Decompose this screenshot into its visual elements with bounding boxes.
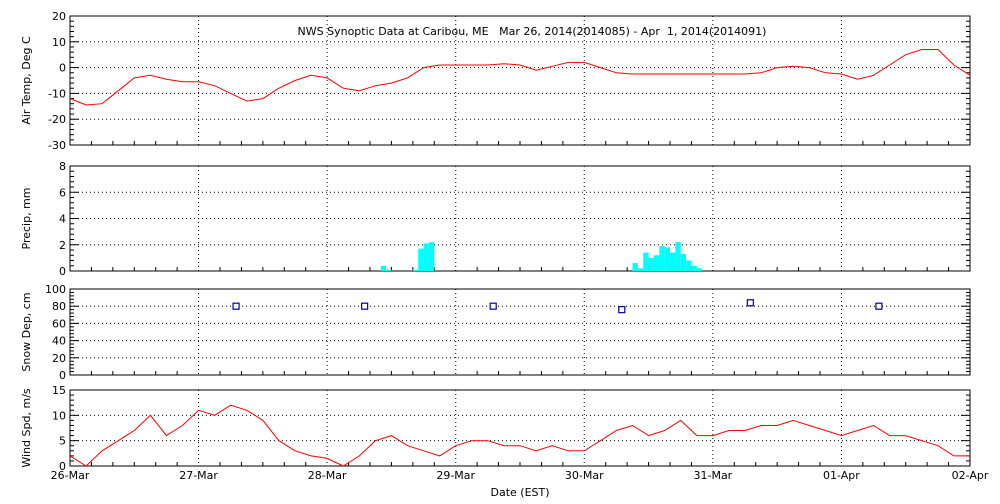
y-axis-label-wind-speed: Wind Spd, m/s — [20, 388, 33, 468]
y-tick-label-snow-depth-2: 40 — [52, 335, 66, 348]
precip-bar-16 — [686, 260, 692, 271]
x-tick-label-1: 27-Mar — [179, 469, 218, 482]
y-tick-label-precip-0: 0 — [59, 265, 66, 278]
precip-bar-10 — [653, 255, 660, 271]
y-tick-label-precip-1: 2 — [59, 239, 66, 252]
precip-bar-17 — [691, 265, 697, 271]
precip-bar-15 — [680, 253, 687, 271]
precip-bar-1 — [386, 269, 392, 271]
precip-bar-14 — [675, 242, 681, 271]
x-tick-label-0: 26-Mar — [51, 469, 90, 482]
precip-bar-3 — [418, 248, 424, 271]
y-tick-label-air-temp-0: -30 — [48, 139, 66, 152]
precip-bar-11 — [659, 246, 665, 271]
snow-depth-point-4 — [746, 299, 754, 307]
y-tick-label-wind-speed-3: 15 — [52, 384, 66, 397]
series-line-wind-speed — [69, 404, 970, 467]
panel-frame-wind-speed — [69, 389, 971, 467]
y-tick-label-snow-depth-1: 20 — [52, 352, 66, 365]
y-tick-label-wind-speed-2: 10 — [52, 409, 66, 422]
panel-frame-air-temp — [69, 15, 971, 146]
panel-frame-precip — [69, 165, 971, 272]
precip-bar-6 — [632, 263, 638, 271]
y-tick-label-air-temp-4: 10 — [52, 36, 66, 49]
snow-depth-point-1 — [361, 302, 369, 310]
x-tick-label-4: 30-Mar — [565, 469, 604, 482]
precip-bar-7 — [637, 268, 644, 271]
x-tick-label-5: 31-Mar — [693, 469, 732, 482]
snow-depth-point-2 — [489, 302, 497, 310]
x-tick-label-7: 02-Apr — [952, 469, 989, 482]
y-tick-label-snow-depth-5: 100 — [45, 283, 66, 296]
x-tick-label-6: 01-Apr — [823, 469, 860, 482]
x-tick-label-2: 28-Mar — [308, 469, 347, 482]
chart-title: NWS Synoptic Data at Caribou, ME Mar 26,… — [298, 25, 767, 38]
y-tick-label-precip-4: 8 — [59, 160, 66, 173]
series-line-air-temp — [69, 49, 971, 106]
precip-bar-8 — [643, 252, 649, 271]
snow-depth-point-3 — [618, 306, 626, 314]
y-tick-label-air-temp-1: -20 — [48, 113, 66, 126]
y-tick-label-air-temp-5: 20 — [52, 10, 66, 23]
y-tick-label-wind-speed-1: 5 — [59, 435, 66, 448]
y-tick-label-snow-depth-0: 0 — [59, 369, 66, 382]
y-tick-label-snow-depth-3: 60 — [52, 317, 66, 330]
snow-depth-point-5 — [875, 302, 883, 310]
precip-bar-2 — [412, 269, 419, 271]
y-axis-label-snow-depth: Snow Dep, cm — [20, 292, 33, 371]
y-tick-label-precip-2: 4 — [59, 213, 66, 226]
snow-depth-point-0 — [232, 302, 240, 310]
precip-bar-12 — [664, 247, 670, 271]
precip-bar-9 — [648, 257, 654, 271]
y-tick-label-air-temp-2: -10 — [48, 87, 66, 100]
precip-bar-0 — [380, 265, 387, 271]
x-tick-label-3: 29-Mar — [436, 469, 475, 482]
x-axis-label: Date (EST) — [490, 486, 549, 499]
precip-bar-18 — [696, 268, 703, 271]
y-tick-label-snow-depth-4: 80 — [52, 300, 66, 313]
y-tick-label-wind-speed-0: 0 — [59, 460, 66, 473]
precip-bar-4 — [423, 243, 429, 271]
precip-bar-5 — [428, 242, 435, 271]
y-tick-label-air-temp-3: 0 — [59, 62, 66, 75]
precip-bar-13 — [670, 252, 676, 271]
y-tick-label-precip-3: 6 — [59, 186, 66, 199]
y-axis-label-air-temp: Air Temp, Deg C — [20, 36, 33, 125]
panel-frame-snow-depth — [69, 288, 971, 376]
y-axis-label-precip: Precip, mm — [20, 188, 33, 250]
